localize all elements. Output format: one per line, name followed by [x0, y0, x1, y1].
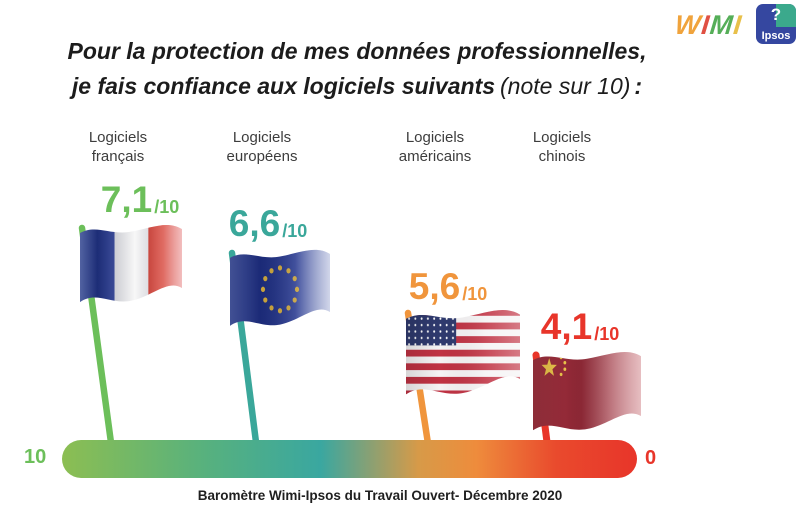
title-line-2: je fais confiance aux logiciels suivants… — [71, 73, 643, 99]
column-label-china: Logiciels chinois — [532, 129, 592, 165]
column-label-europe: Logiciels européens — [226, 129, 298, 165]
score-france: 7,1/10 — [100, 179, 180, 220]
scale-min-label: 0 — [645, 447, 657, 469]
source-caption: Baromètre Wimi-Ipsos du Travail Ouvert- … — [197, 488, 563, 503]
score-china: 4,1/10 — [540, 306, 620, 347]
usa-flag-icon — [406, 310, 520, 395]
china-flag-icon — [533, 351, 641, 431]
ipsos-logo-accent — [776, 4, 796, 28]
page-title: Pour la protection de mes données profes… — [4, 34, 710, 104]
header-logos: W I M I ? Ipsos — [673, 4, 796, 44]
score-europe: 6,6/10 — [228, 203, 308, 244]
scale-max-label: 10 — [24, 446, 47, 468]
column-label-usa: Logiciels américains — [398, 129, 472, 165]
ipsos-logo-text: Ipsos — [761, 30, 791, 42]
ipsos-logo: ? Ipsos — [756, 4, 796, 44]
column-label-france: Logiciels français — [88, 129, 148, 165]
title-line-1: Pour la protection de mes données profes… — [67, 38, 647, 64]
score-scale-bar — [62, 440, 637, 478]
europe-flag-icon — [230, 249, 330, 326]
france-flag-icon — [80, 224, 182, 303]
score-usa: 5,6/10 — [408, 266, 488, 307]
ipsos-question-icon: ? — [770, 5, 782, 24]
